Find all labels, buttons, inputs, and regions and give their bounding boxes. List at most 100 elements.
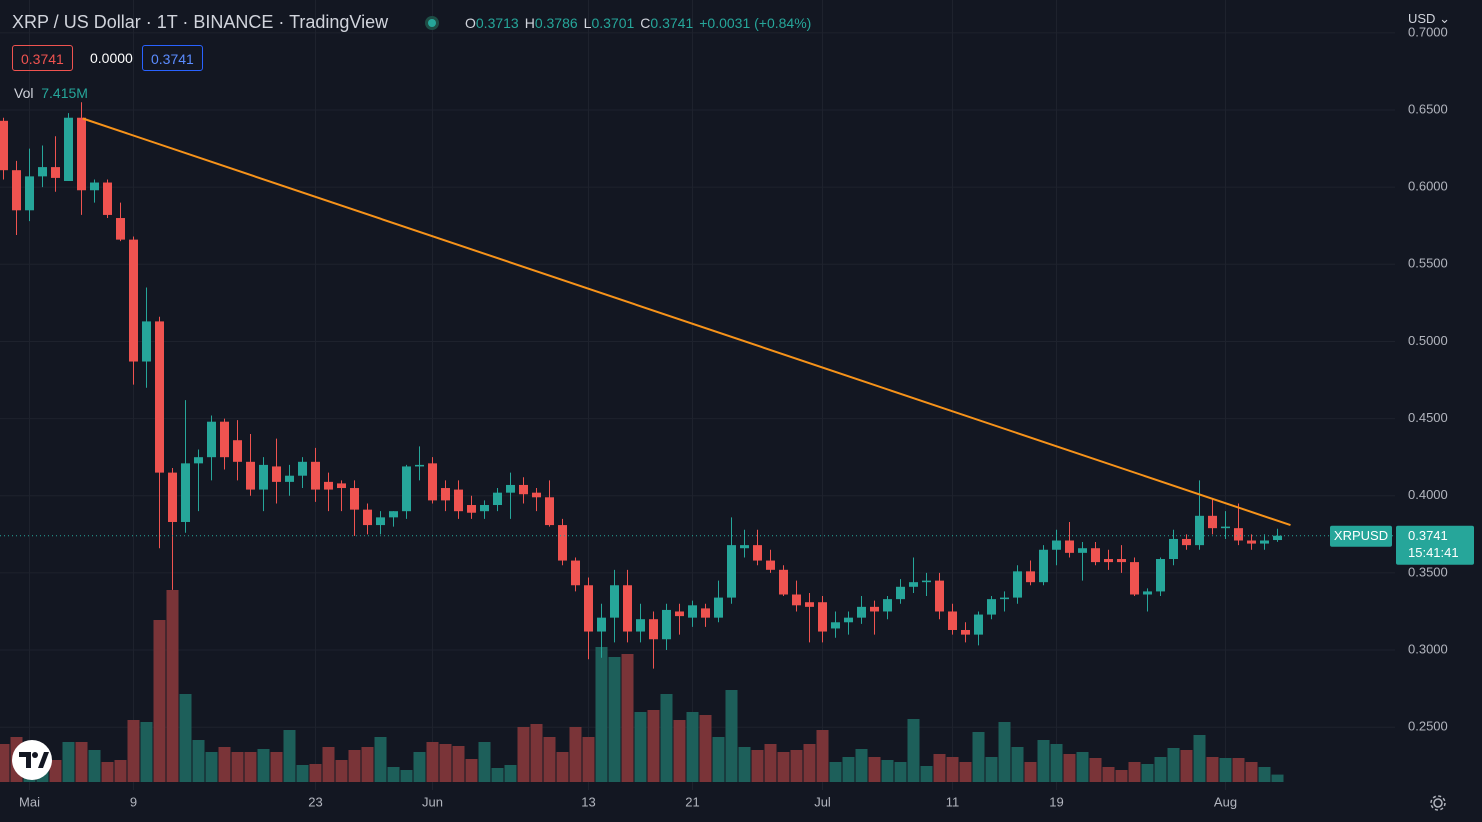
volume-bar bbox=[1154, 757, 1167, 782]
volume-bar bbox=[660, 694, 673, 782]
volume-bar bbox=[309, 764, 322, 782]
candle-body bbox=[1143, 591, 1152, 595]
volume-bar bbox=[1180, 750, 1193, 782]
volume-bar bbox=[283, 730, 296, 782]
volume-bar bbox=[738, 747, 751, 782]
candle-body bbox=[909, 582, 918, 587]
ohlc-change: +0.0031 (+0.84%) bbox=[699, 15, 812, 31]
candle-body bbox=[1091, 548, 1100, 563]
volume-bar bbox=[114, 760, 127, 782]
candle-body bbox=[1130, 562, 1139, 595]
candle-body bbox=[389, 511, 398, 518]
volume-bar bbox=[1271, 774, 1284, 782]
x-tick-label: 13 bbox=[581, 794, 595, 809]
candle-body bbox=[779, 569, 788, 595]
volume-bar bbox=[101, 762, 114, 782]
candle-body bbox=[1039, 549, 1048, 583]
candle-body bbox=[207, 421, 216, 458]
candle-body bbox=[311, 461, 320, 490]
candle-body bbox=[194, 457, 203, 464]
volume-bar bbox=[946, 757, 959, 782]
currency-selector[interactable]: USD ⌄ bbox=[1408, 11, 1450, 26]
candle-body bbox=[948, 611, 957, 630]
candle-body bbox=[155, 321, 164, 473]
candle-body bbox=[1221, 526, 1230, 529]
volume-bar bbox=[231, 752, 244, 782]
ask-box[interactable]: 0.3741 bbox=[142, 45, 203, 71]
candle-body bbox=[181, 463, 190, 522]
bid-box[interactable]: 0.3741 bbox=[12, 45, 73, 71]
volume-bar bbox=[595, 647, 608, 782]
volume-bar bbox=[1115, 770, 1128, 782]
volume-bar bbox=[1258, 767, 1271, 782]
ohlc-value: 0.3786 bbox=[534, 15, 578, 31]
volume-bar bbox=[985, 757, 998, 782]
volume-bar bbox=[998, 722, 1011, 782]
price-label: 0.3741 bbox=[1408, 528, 1448, 543]
volume-bar bbox=[881, 760, 894, 782]
volume-bar bbox=[556, 752, 569, 782]
countdown-label: 15:41:41 bbox=[1408, 545, 1459, 560]
symbol-label-box bbox=[1330, 525, 1392, 547]
ohlc-label: H bbox=[524, 15, 535, 31]
y-tick-label: 0.5000 bbox=[1408, 333, 1448, 348]
candle-body bbox=[1195, 515, 1204, 546]
candle-body bbox=[116, 218, 125, 240]
volume-label: Vol bbox=[14, 85, 34, 101]
candle-body bbox=[454, 489, 463, 512]
volume-bar bbox=[62, 742, 75, 782]
currency: USD bbox=[1408, 11, 1436, 26]
volume-bar bbox=[127, 720, 140, 782]
candle-body bbox=[363, 509, 372, 526]
candle-body bbox=[662, 609, 671, 640]
candle-body bbox=[675, 611, 684, 617]
volume-bar bbox=[1076, 752, 1089, 782]
candle-body bbox=[259, 464, 268, 490]
candle-body bbox=[220, 421, 229, 458]
tradingview-logo[interactable] bbox=[12, 740, 52, 780]
candle-body bbox=[727, 545, 736, 598]
candle-body bbox=[324, 481, 333, 490]
x-tick-label: 23 bbox=[308, 794, 322, 809]
candle-body bbox=[1182, 538, 1191, 546]
y-tick-label: 0.6500 bbox=[1408, 101, 1448, 116]
candle-body bbox=[870, 606, 879, 612]
volume-bar bbox=[907, 719, 920, 782]
volume-bar bbox=[465, 759, 478, 782]
volume-bar bbox=[387, 767, 400, 782]
ohlc-label: O bbox=[465, 15, 476, 31]
candle-body bbox=[636, 619, 645, 632]
volume-bar bbox=[920, 766, 933, 782]
candle-body bbox=[792, 594, 801, 606]
candle-body bbox=[935, 580, 944, 612]
candle-body bbox=[545, 497, 554, 526]
volume-bar bbox=[1167, 748, 1180, 782]
candle-layer bbox=[0, 102, 1282, 669]
settings-icon[interactable] bbox=[1430, 795, 1446, 811]
candle-body bbox=[1065, 540, 1074, 553]
candle-body bbox=[64, 117, 73, 181]
volume-bar bbox=[933, 754, 946, 782]
status-dot bbox=[425, 16, 439, 30]
volume-bar bbox=[751, 750, 764, 782]
volume-bar bbox=[608, 657, 621, 782]
y-tick-label: 0.4500 bbox=[1408, 410, 1448, 425]
candle-body bbox=[350, 488, 359, 510]
candle-body bbox=[883, 599, 892, 612]
candle-body bbox=[610, 585, 619, 618]
x-tick-label: Jul bbox=[814, 794, 831, 809]
volume-bar bbox=[88, 750, 101, 782]
volume-bar bbox=[1219, 758, 1232, 782]
volume-bar bbox=[439, 744, 452, 782]
ohlc-value: 0.3701 bbox=[591, 15, 635, 31]
volume-bar bbox=[855, 749, 868, 782]
volume-bar bbox=[803, 744, 816, 782]
volume-bar bbox=[218, 747, 231, 782]
volume-bar bbox=[335, 760, 348, 782]
volume-bar bbox=[1089, 758, 1102, 782]
candle-body bbox=[428, 463, 437, 501]
candle-body bbox=[168, 472, 177, 522]
volume-bar bbox=[790, 750, 803, 782]
volume-bar bbox=[478, 742, 491, 782]
